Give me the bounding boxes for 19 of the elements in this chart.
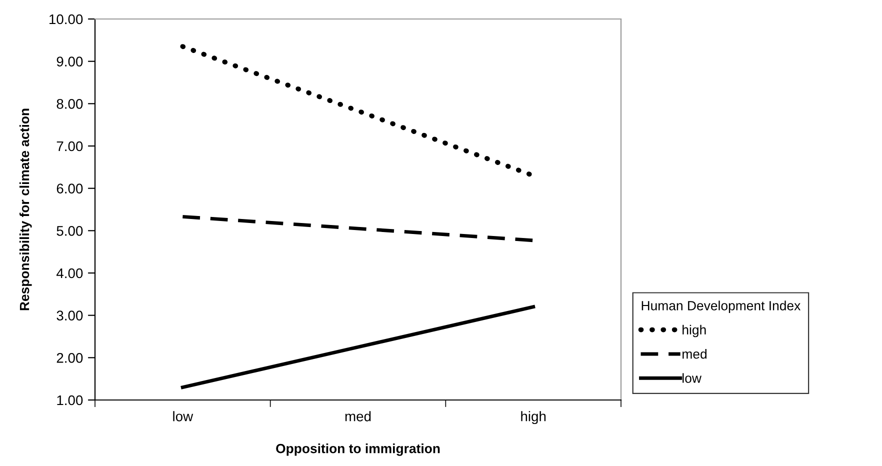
legend-label: med [682,349,706,359]
legend-title: Human Development Index [642,300,801,313]
y-tick-label: 10.00 [50,14,83,24]
y-tick-label: 9.00 [56,56,83,67]
x-tick-label: low [173,411,194,422]
y-tick-label: 7.00 [56,141,83,152]
y-tick-label: 5.00 [56,226,83,236]
legend-label: low [682,373,702,383]
y-tick-label: 6.00 [56,184,83,194]
legend-label: high [682,324,706,338]
x-tick-label: high [521,411,546,424]
y-tick-label: 4.00 [56,268,83,278]
x-axis-title: Opposition to immigration [276,444,440,456]
y-tick-label: 8.00 [56,99,83,109]
y-tick-label: 1.00 [57,395,83,406]
y-tick-label: 3.00 [56,310,83,321]
y-axis-title: Responsibility for climate action [19,108,32,310]
y-tick-label: 2.00 [56,353,83,363]
x-tick-label: med [345,411,371,422]
